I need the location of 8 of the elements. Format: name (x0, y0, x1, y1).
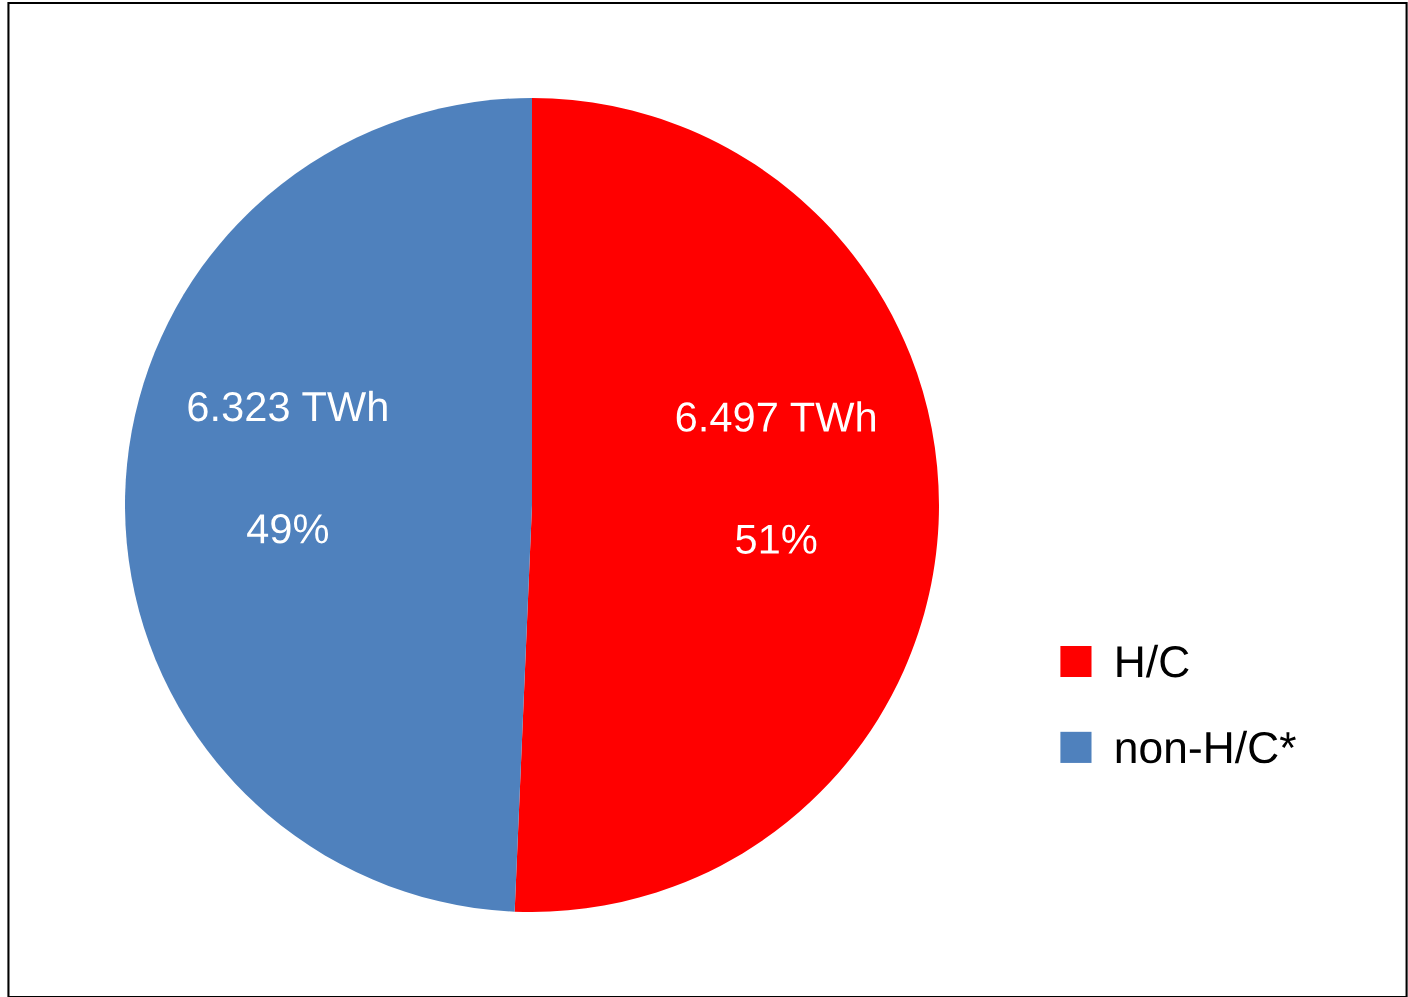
text: 51% (736, 524, 817, 554)
data-label: 6.323 TWh (188, 390, 387, 422)
legend-label: H/C (1117, 644, 1189, 678)
pie-slice (514, 98, 939, 912)
data-label: 6.497 TWh (676, 401, 875, 432)
pie-slice (125, 98, 532, 912)
text: 49% (247, 514, 329, 544)
legend-label: non-H/C* (1116, 730, 1296, 764)
